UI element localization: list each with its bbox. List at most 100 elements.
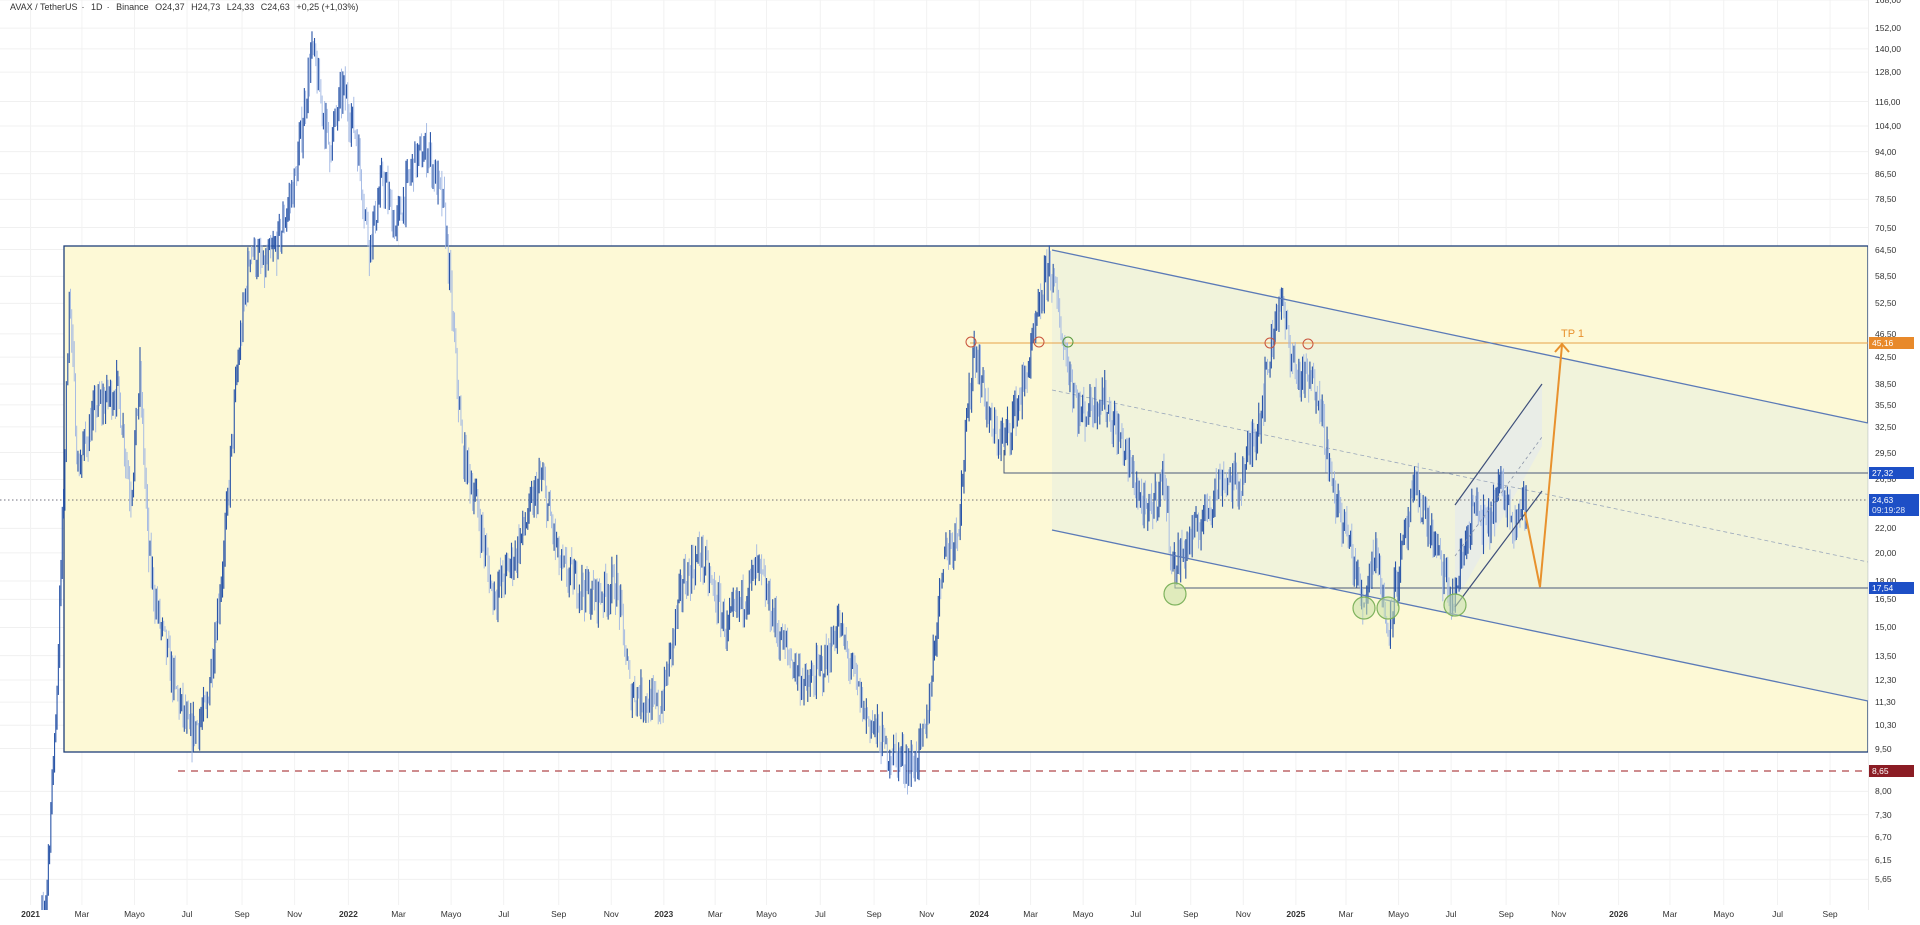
resistance-circle-icon	[1033, 336, 1045, 348]
time-tick-label: Mayo	[124, 909, 145, 919]
time-axis[interactable]: 2021 Mar Mayo Jul Sep Nov 2022 Mar Mayo Jul Sep Nov…	[0, 905, 1868, 925]
price-tick-label: 11,30	[1875, 697, 1896, 708]
time-tick-label: Jul	[498, 909, 510, 919]
tp1-label: TP 1	[1561, 328, 1585, 340]
time-tick-label: Mar	[1662, 909, 1678, 919]
price-tick-label: 12,30	[1875, 675, 1897, 686]
support-touch-circle-icon	[1062, 336, 1074, 348]
ohlc-close: C24,63	[260, 2, 290, 12]
support-circle-icon	[1376, 596, 1400, 620]
resistance-circle-icon	[1264, 337, 1276, 349]
price-tick-label: 128,00	[1875, 67, 1901, 78]
price-tick-label: 42,50	[1875, 352, 1897, 363]
channel-bottom-line[interactable]	[1051, 529, 1868, 702]
price-tick-label: 6,15	[1875, 854, 1892, 865]
range-top-line[interactable]	[1003, 450, 1868, 474]
time-tick-label: Sep	[1822, 909, 1838, 919]
time-tick-label: Mayo	[1072, 909, 1094, 919]
range-top-price-badge: 27,32	[1869, 467, 1914, 479]
price-tick-label: 140,00	[1875, 43, 1901, 54]
time-tick-label: Jul	[814, 909, 826, 919]
time-tick-label: Nov	[919, 909, 935, 919]
current-price-value: 24,63	[1872, 495, 1894, 505]
time-tick-label: Jul	[181, 909, 193, 919]
time-tick-label: 2022	[338, 909, 358, 919]
price-tick-label: 64,50	[1875, 244, 1897, 255]
price-tick-label: 26,50	[1875, 474, 1897, 485]
time-tick-label: Nov	[1551, 909, 1567, 919]
price-tick-label: 15,00	[1875, 622, 1897, 633]
support-price-badge: 17,54	[1869, 582, 1914, 594]
price-tick-label: 9,50	[1875, 743, 1892, 754]
time-tick-label: Mar	[74, 909, 90, 919]
symbol-name[interactable]: AVAX / TetherUS	[10, 2, 78, 12]
price-series	[41, 31, 1527, 910]
price-tick-label: 58,50	[1875, 271, 1897, 282]
price-tick-label: 22,00	[1875, 523, 1897, 534]
channel-midline	[1051, 389, 1868, 563]
ohlc-open: O24,37	[155, 2, 185, 12]
price-tick-label: 52,50	[1875, 298, 1897, 309]
time-tick-label: Mayo	[756, 909, 777, 919]
time-tick-label: 2023	[654, 909, 674, 919]
time-tick-label: 2026	[1609, 909, 1629, 919]
price-tick-label: 35,50	[1875, 399, 1897, 410]
time-tick-label: Sep	[1183, 909, 1199, 919]
time-tick-label: Sep	[866, 909, 882, 919]
price-tick-label: 70,50	[1875, 222, 1897, 233]
time-tick-label: Mar	[707, 909, 723, 919]
support-circle-icon	[1163, 582, 1187, 606]
time-tick-label: Mayo	[1388, 909, 1409, 919]
ohlc-change: +0,25 (+1,03%)	[296, 2, 359, 12]
time-tick-label: Sep	[234, 909, 250, 919]
current-price-badge: 24,63 09:19:28	[1869, 494, 1919, 516]
price-tick-label: 5,65	[1875, 874, 1892, 885]
price-tick-label: 18,00	[1875, 575, 1897, 586]
price-tick-label: 7,30	[1875, 809, 1892, 820]
price-tick-label: 86,50	[1875, 168, 1897, 179]
tp-projection-arrow[interactable]	[1524, 344, 1563, 588]
dashed-support-price-badge: 8,65	[1869, 765, 1914, 777]
time-tick-label: Mar	[1023, 909, 1038, 919]
ascending-channel-bottom[interactable]	[1454, 490, 1543, 608]
price-tick-label: 8,00	[1875, 786, 1892, 797]
ascending-channel-top[interactable]	[1454, 383, 1543, 506]
time-tick-label: 2024	[969, 909, 989, 919]
price-tick-label: 29,50	[1875, 447, 1897, 458]
time-tick-label: Mayo	[1713, 909, 1735, 919]
price-tick-label: 16,50	[1875, 594, 1897, 605]
price-tick-label: 152,00	[1875, 23, 1901, 34]
resistance-price-badge: 45,16	[1869, 337, 1914, 349]
time-tick-label: Mayo	[440, 909, 462, 919]
symbol-legend: AVAX / TetherUS · 1D · Binance O24,37 H24,…	[10, 2, 359, 12]
price-tick-label: 78,50	[1875, 194, 1897, 205]
price-tick-label: 10,30	[1875, 720, 1897, 731]
price-tick-label: 13,50	[1875, 650, 1897, 661]
time-tick-label: Sep	[551, 909, 567, 919]
exchange: Binance	[116, 2, 149, 12]
price-tick-label: 6,70	[1875, 831, 1892, 842]
price-tick-label: 94,00	[1875, 146, 1897, 157]
support-circle-icon	[1443, 593, 1467, 617]
ohlc-high: H24,73	[191, 2, 221, 12]
price-plot[interactable]	[0, 0, 1868, 910]
time-tick-label: Mar	[391, 909, 406, 919]
time-tick-label: Nov	[287, 909, 303, 919]
time-tick-label: Jul	[1445, 909, 1457, 919]
price-tick-label: 20,00	[1875, 547, 1897, 558]
channel-top-line[interactable]	[1051, 249, 1868, 424]
time-tick-label: 2025	[1286, 909, 1306, 919]
ascending-channel-mid	[1454, 436, 1543, 557]
price-axis[interactable]: 168,00 152,00 140,00 128,00 116,00 104,00 94,0…	[1868, 0, 1920, 910]
price-tick-label: 168,00	[1875, 0, 1901, 5]
time-tick-label: Jul	[1130, 909, 1142, 919]
time-tick-label: Sep	[1498, 909, 1514, 919]
countdown-timer: 09:19:28	[1872, 505, 1906, 515]
price-tick-label: 104,00	[1875, 120, 1901, 131]
price-tick-label: 116,00	[1875, 96, 1901, 107]
arrow-head-icon	[1554, 342, 1570, 353]
price-tick-label: 32,50	[1875, 421, 1897, 432]
interval[interactable]: 1D	[91, 2, 103, 12]
price-tick-label: 38,50	[1875, 379, 1897, 390]
